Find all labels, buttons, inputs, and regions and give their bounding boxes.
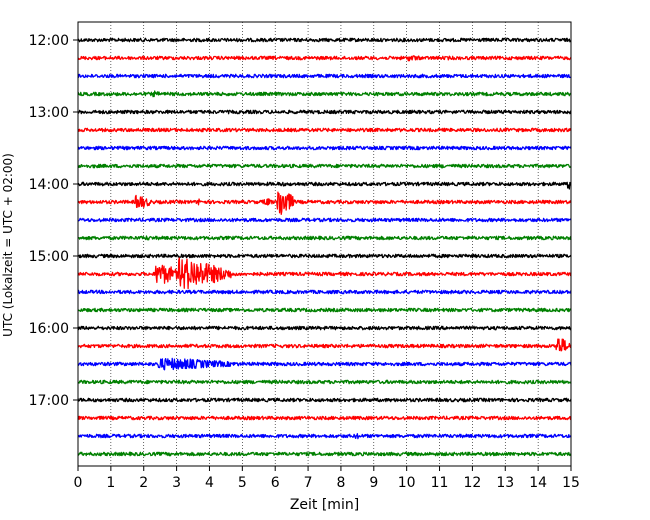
trace-1600 — [77, 325, 572, 331]
x-tick-label: 10 — [398, 475, 416, 491]
trace-1745 — [77, 451, 572, 457]
y-axis-label: UTC (Lokalzeit = UTC + 02:00) — [1, 153, 15, 337]
x-tick-label: 9 — [369, 475, 378, 491]
x-tick-label: 4 — [205, 475, 214, 491]
y-tick-label: 14:00 — [29, 177, 69, 193]
trace-1630 — [77, 357, 572, 371]
trace-1345 — [77, 163, 572, 169]
trace-1715 — [77, 415, 572, 421]
trace-1300 — [77, 109, 572, 115]
x-tick-label: 8 — [336, 475, 345, 491]
x-axis-label: Zeit [min] — [290, 497, 359, 513]
x-axis-ticks: 0 1 2 3 4 5 6 7 8 9 10 11 12 13 14 15 — [74, 466, 580, 491]
x-tick-label: 14 — [529, 475, 547, 491]
x-tick-label: 3 — [172, 475, 181, 491]
trace-1700 — [77, 397, 572, 403]
trace-1330 — [77, 145, 572, 151]
x-tick-label: 11 — [431, 475, 449, 491]
y-tick-label: 16:00 — [29, 321, 69, 337]
plot-frame — [77, 21, 572, 467]
y-tick-label: 17:00 — [29, 393, 69, 409]
trace-1545 — [77, 307, 572, 313]
trace-1415 — [77, 191, 572, 215]
x-tick-label: 15 — [562, 475, 580, 491]
traces — [77, 37, 572, 457]
y-axis-ticks: 12:00 13:00 14:00 15:00 16:00 17:00 — [29, 33, 78, 409]
trace-1245 — [77, 90, 572, 98]
trace-1730 — [77, 433, 572, 440]
y-tick-label: 15:00 — [29, 249, 69, 265]
trace-1615 — [77, 338, 572, 352]
x-tick-label: 5 — [238, 475, 247, 491]
x-tick-label: 7 — [304, 475, 313, 491]
trace-1430 — [77, 217, 572, 223]
x-tick-label: 6 — [271, 475, 280, 491]
trace-1530 — [77, 289, 572, 295]
trace-1400 — [77, 181, 572, 190]
trace-1515 — [77, 257, 572, 290]
trace-1500 — [77, 253, 572, 259]
trace-1645 — [77, 379, 572, 385]
trace-1215 — [77, 55, 572, 62]
x-tick-label: 1 — [106, 475, 115, 491]
x-grid — [110, 22, 539, 466]
y-tick-label: 13:00 — [29, 105, 69, 121]
trace-1230 — [77, 73, 572, 79]
trace-1315 — [77, 127, 572, 133]
trace-1445 — [77, 235, 572, 241]
x-tick-label: 13 — [496, 475, 514, 491]
y-tick-label: 12:00 — [29, 33, 69, 49]
trace-1200 — [77, 37, 572, 43]
x-tick-label: 12 — [463, 475, 481, 491]
x-tick-label: 2 — [139, 475, 148, 491]
x-tick-label: 0 — [74, 475, 83, 491]
